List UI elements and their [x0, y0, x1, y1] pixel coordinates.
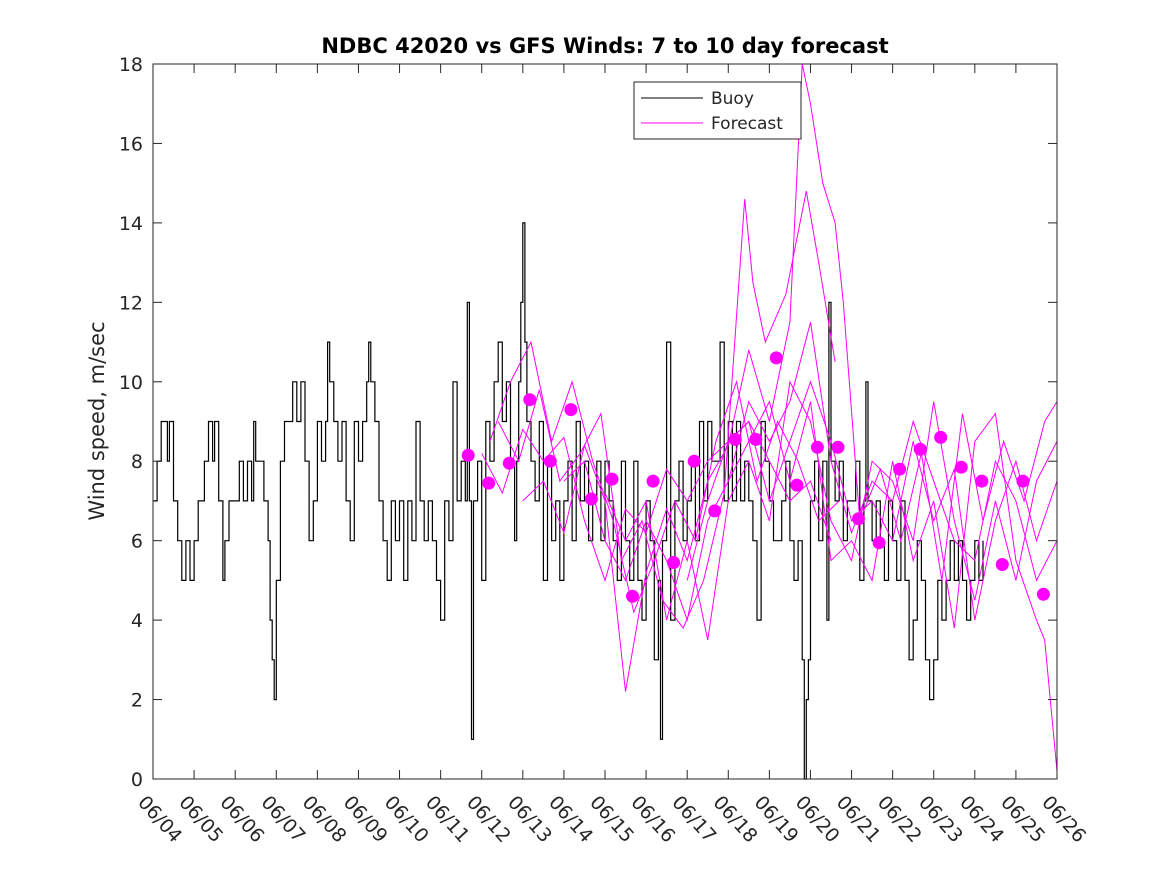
- forecast-line: [497, 191, 836, 630]
- forecast-line: [489, 340, 840, 614]
- forecast-marker: [708, 504, 722, 518]
- forecast-marker: [564, 403, 578, 417]
- legend-forecast-label: Forecast: [711, 114, 783, 134]
- forecast-marker: [995, 558, 1009, 571]
- chart-title: NDBC 42020 vs GFS Winds: 7 to 10 day for…: [321, 34, 888, 58]
- y-tick-label: 16: [119, 133, 143, 155]
- forecast-marker: [831, 440, 845, 454]
- legend-box: [633, 81, 802, 140]
- forecast-marker: [482, 476, 496, 490]
- forecast-marker: [852, 512, 865, 526]
- forecast-marker: [913, 442, 927, 456]
- forecast-marker: [810, 440, 824, 454]
- forecast-line: [604, 380, 1058, 641]
- forecast-marker: [769, 351, 783, 365]
- forecast-marker: [1036, 587, 1050, 601]
- plot-area: [153, 64, 1057, 779]
- forecast-marker: [687, 454, 701, 468]
- forecast-marker: [728, 432, 742, 446]
- forecast-marker: [502, 456, 516, 470]
- y-tick-label: 2: [131, 690, 143, 712]
- forecast-marker: [790, 478, 804, 492]
- forecast-marker: [543, 454, 557, 468]
- y-tick-label: 12: [119, 292, 143, 314]
- forecast-marker: [523, 393, 537, 407]
- forecast-marker: [934, 430, 948, 444]
- forecast-line: [481, 420, 832, 583]
- forecast-line: [686, 380, 1058, 621]
- forecast-marker: [1016, 474, 1030, 488]
- forecast-marker: [975, 474, 989, 488]
- forecast-marker: [893, 462, 907, 476]
- forecast-marker: [749, 432, 763, 446]
- forecast-line: [727, 400, 1058, 772]
- forecast-line: [563, 322, 1058, 622]
- forecast-line: [522, 63, 1058, 692]
- forecast-marker: [461, 448, 475, 462]
- forecast-marker: [667, 556, 681, 569]
- y-tick-label: 18: [119, 54, 143, 76]
- y-tick-label: 10: [119, 372, 143, 394]
- y-axis-label: Wind speed, m/sec: [85, 321, 109, 520]
- forecast-marker: [626, 589, 639, 603]
- y-tick-label: 14: [119, 213, 143, 235]
- y-tick-label: 4: [131, 610, 143, 632]
- forecast-marker: [872, 536, 886, 550]
- y-tick-label: 6: [131, 531, 143, 553]
- forecast-marker: [584, 492, 598, 506]
- y-tick-label: 8: [131, 451, 143, 473]
- forecast-series-group: [481, 63, 1058, 772]
- y-tick-label: 0: [131, 769, 143, 791]
- forecast-markers: [461, 351, 1050, 603]
- legend-buoy-label: Buoy: [711, 89, 754, 109]
- forecast-marker: [954, 460, 968, 474]
- forecast-marker: [646, 474, 660, 488]
- legend: Buoy Forecast: [633, 81, 802, 140]
- forecast-marker: [605, 472, 619, 486]
